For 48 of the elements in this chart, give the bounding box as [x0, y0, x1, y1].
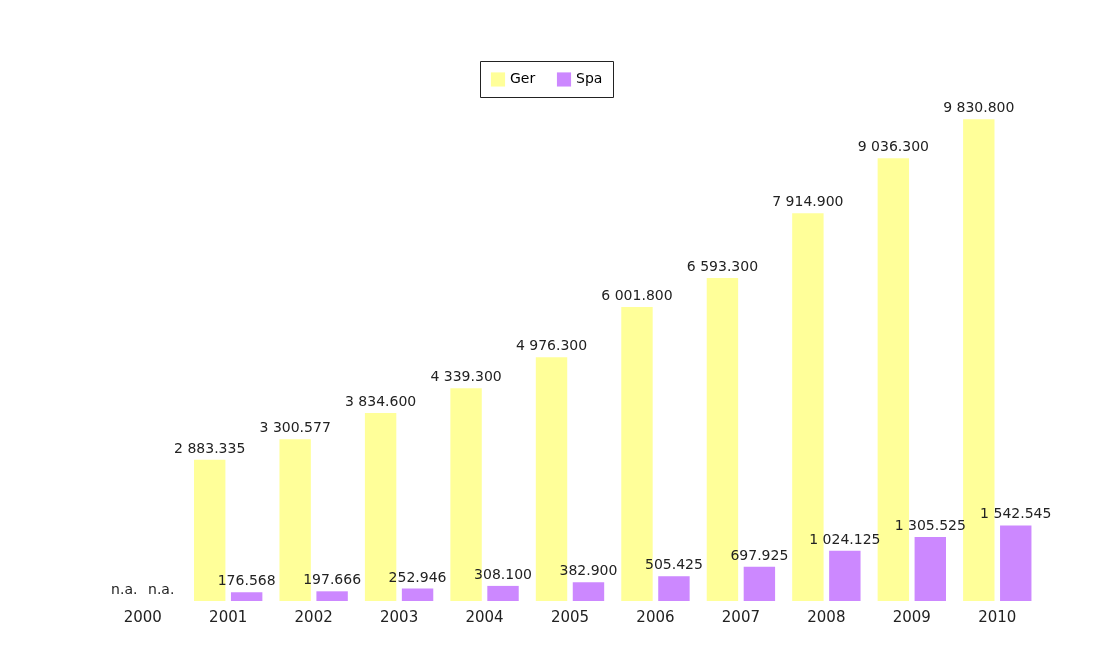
data-label: 4 339.300: [430, 368, 502, 385]
data-label: 7 914.900: [772, 193, 844, 210]
data-label: 697.925: [730, 546, 789, 563]
bar: [658, 576, 690, 601]
x-tick-label: 2002: [294, 607, 333, 626]
x-tick-label: 2004: [465, 607, 504, 626]
bar: [401, 588, 434, 601]
bar: [914, 537, 946, 601]
data-label: 382.900: [559, 562, 618, 579]
text: n.a.: [148, 581, 175, 597]
data-label: 308.100: [474, 565, 532, 582]
data-label: 197.666: [303, 571, 362, 588]
bar: [743, 566, 776, 601]
data-label: 1 305.525: [894, 517, 966, 534]
data-label: 252.946: [388, 568, 447, 585]
data-label: 6 593.300: [686, 257, 759, 274]
bar: [792, 213, 824, 601]
legend-label: Ger: [510, 70, 536, 87]
x-tick-label: 2010: [978, 607, 1017, 626]
data-label: 6 001.800: [601, 286, 673, 303]
bar: [572, 582, 605, 601]
x-tick-label: 2007: [721, 607, 760, 626]
x-tick-label: 2003: [380, 607, 419, 626]
data-label: 1 024.125: [809, 530, 881, 547]
data-label: 9 830.800: [943, 99, 1015, 116]
data-label: 3 834.600: [344, 393, 417, 410]
bar: [316, 591, 348, 601]
bar: [877, 158, 910, 601]
data-label: 9 036.300: [857, 138, 929, 155]
bar: [829, 550, 861, 601]
data-label: 2 883.335: [174, 439, 246, 456]
bar: [487, 585, 519, 601]
data-label: 4 976.300: [515, 337, 588, 354]
data-label: 3 300.577: [259, 419, 331, 436]
data-label: 176.568: [217, 572, 276, 589]
data-label: 505.425: [644, 556, 703, 573]
x-tick-label: 2008: [807, 607, 846, 626]
legend-label: Spa: [576, 70, 603, 87]
x-tick-label: 2000: [123, 607, 162, 626]
x-tick-label: 2006: [636, 607, 675, 626]
bar: [230, 592, 263, 601]
bar: [1000, 525, 1032, 601]
bar: [963, 119, 995, 601]
x-tick-label: 2005: [550, 607, 590, 626]
x-tick-label: 2009: [892, 607, 931, 626]
text: n.a.: [111, 581, 138, 597]
x-tick-label: 2001: [209, 607, 248, 626]
data-label: 1 542.545: [980, 505, 1052, 522]
